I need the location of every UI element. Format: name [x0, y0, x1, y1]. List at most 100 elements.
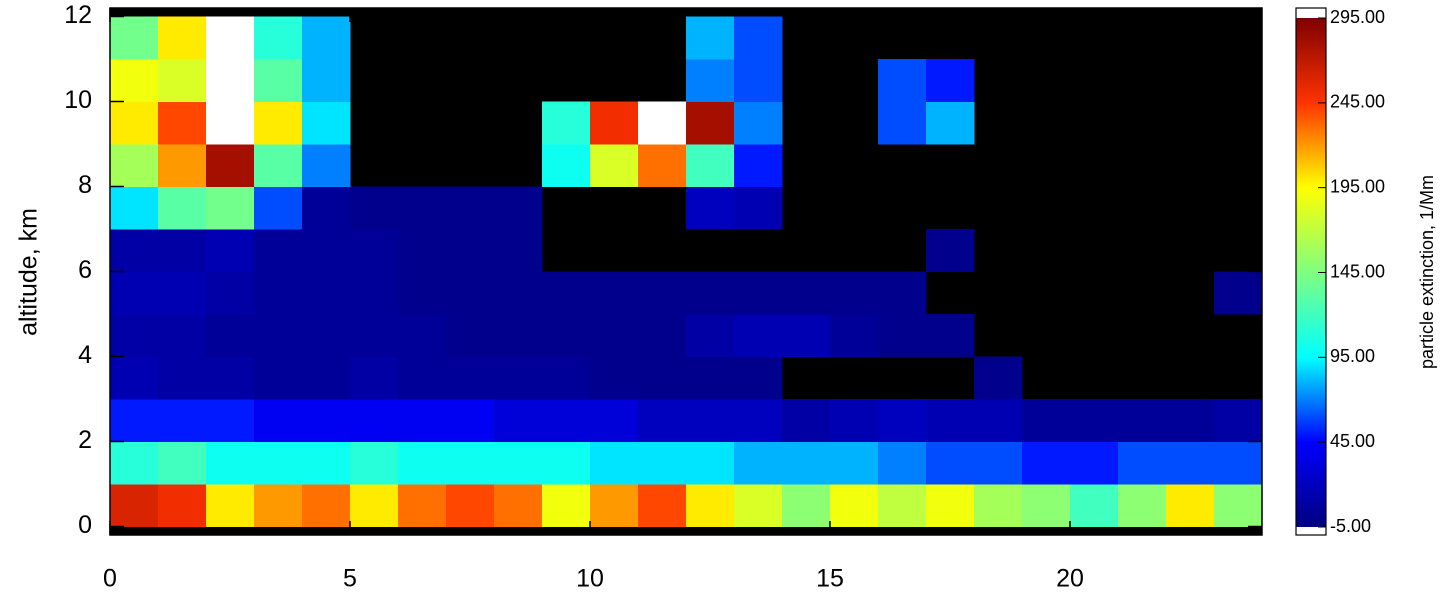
- y-tick-label: 12: [64, 1, 92, 29]
- heatmap-cell: [686, 356, 735, 400]
- heatmap-cell: [686, 186, 735, 230]
- heatmap-cell: [542, 356, 591, 400]
- heatmap-cell: [158, 101, 207, 145]
- heatmap-cell: [398, 399, 447, 442]
- colorbar-frame: [1295, 7, 1327, 536]
- heatmap-cell: [974, 484, 1023, 527]
- y-tick-label: 10: [64, 86, 92, 114]
- heatmap-cell: [350, 399, 399, 442]
- heatmap-cell: [590, 484, 639, 527]
- heatmap-cell: [398, 271, 447, 315]
- heatmap-cell: [734, 186, 783, 230]
- heatmap-cell: [206, 441, 255, 485]
- heatmap-cell: [446, 314, 495, 357]
- heatmap-cell: [494, 271, 543, 315]
- heatmap-cell: [1118, 484, 1167, 527]
- heatmap-cell: [590, 144, 639, 187]
- heatmap-cell: [542, 101, 591, 145]
- heatmap-cell: [254, 101, 303, 145]
- heatmap-cell: [158, 441, 207, 485]
- colorbar-over: [1296, 8, 1326, 18]
- heatmap-cell: [302, 484, 351, 527]
- heatmap-cell: [542, 271, 591, 315]
- heatmap-cell: [398, 441, 447, 485]
- heatmap-cell: [494, 314, 543, 357]
- heatmap-cell: [494, 186, 543, 230]
- heatmap-cell: [254, 484, 303, 527]
- heatmap-cell: [254, 229, 303, 272]
- heatmap-cell: [830, 314, 879, 357]
- heatmap-cell: [686, 314, 735, 357]
- heatmap-cell: [638, 271, 687, 315]
- y-tick-label: 8: [78, 171, 92, 199]
- heatmap-cell: [398, 186, 447, 230]
- y-tick-label: 2: [78, 426, 92, 454]
- x-tick-label: 0: [103, 565, 117, 593]
- heatmap-cell: [734, 356, 783, 400]
- heatmap-cell: [158, 186, 207, 230]
- heatmap-cell: [350, 271, 399, 315]
- heatmap-cell: [926, 441, 975, 485]
- heatmap-cell: [782, 484, 831, 527]
- heatmap-cell: [446, 399, 495, 442]
- heatmap-cell: [542, 441, 591, 485]
- heatmap-cell: [494, 484, 543, 527]
- heatmap-cell: [734, 484, 783, 527]
- heatmap-cell: [734, 271, 783, 315]
- heatmap-cell: [590, 441, 639, 485]
- colorbar-label: particle extinction, 1/Mm: [1417, 175, 1437, 369]
- heatmap-cell: [254, 16, 303, 60]
- heatmap-cell: [302, 271, 351, 315]
- heatmap-cell: [638, 314, 687, 357]
- heatmap-cell: [110, 186, 159, 230]
- heatmap-cell: [302, 144, 351, 187]
- heatmap-cell: [158, 59, 207, 102]
- heatmap-cell: [110, 101, 159, 145]
- heatmap-cell: [158, 356, 207, 400]
- heatmap-cell: [542, 314, 591, 357]
- heatmap-cell: [302, 16, 351, 60]
- heatmap-cell: [590, 399, 639, 442]
- y-axis-label: altitude, km: [15, 208, 43, 336]
- heatmap-cell: [302, 399, 351, 442]
- heatmap-cell: [254, 399, 303, 442]
- heatmap-cell: [686, 101, 735, 145]
- heatmap-cell: [206, 484, 255, 527]
- heatmap-cell: [974, 399, 1023, 442]
- heatmap-cell: [446, 356, 495, 400]
- heatmap-cell: [686, 144, 735, 187]
- heatmap-cell: [734, 399, 783, 442]
- heatmap-cell: [158, 271, 207, 315]
- heatmap-cell: [1022, 484, 1071, 527]
- heatmap-cell: [110, 16, 159, 60]
- heatmap-cell: [926, 314, 975, 357]
- heatmap-cell: [782, 441, 831, 485]
- heatmap-cell: [542, 144, 591, 187]
- heatmap-cell: [110, 484, 159, 527]
- heatmap-cell: [494, 441, 543, 485]
- heatmap-cell: [926, 484, 975, 527]
- heatmap-cell: [1214, 441, 1263, 485]
- heatmap-cell: [926, 59, 975, 102]
- heatmap-cell: [350, 441, 399, 485]
- heatmap-cell: [926, 229, 975, 272]
- heatmap-cell: [350, 484, 399, 527]
- heatmap-cell: [1118, 441, 1167, 485]
- heatmap-cell: [158, 229, 207, 272]
- colorbar-tick-label: 45.00: [1330, 431, 1375, 451]
- heatmap-cell: [974, 441, 1023, 485]
- heatmap-cell: [782, 314, 831, 357]
- heatmap-cell: [830, 399, 879, 442]
- heatmap-cell: [158, 484, 207, 527]
- heatmap-cell: [1214, 399, 1263, 442]
- heatmap-cell: [686, 16, 735, 60]
- heatmap-cell: [494, 229, 543, 272]
- heatmap-cell: [878, 441, 927, 485]
- heatmap-cell: [350, 356, 399, 400]
- heatmap-cell: [158, 16, 207, 60]
- heatmap-cell: [446, 186, 495, 230]
- heatmap-cell: [590, 314, 639, 357]
- heatmap-cell: [734, 59, 783, 102]
- heatmap-cell: [1022, 441, 1071, 485]
